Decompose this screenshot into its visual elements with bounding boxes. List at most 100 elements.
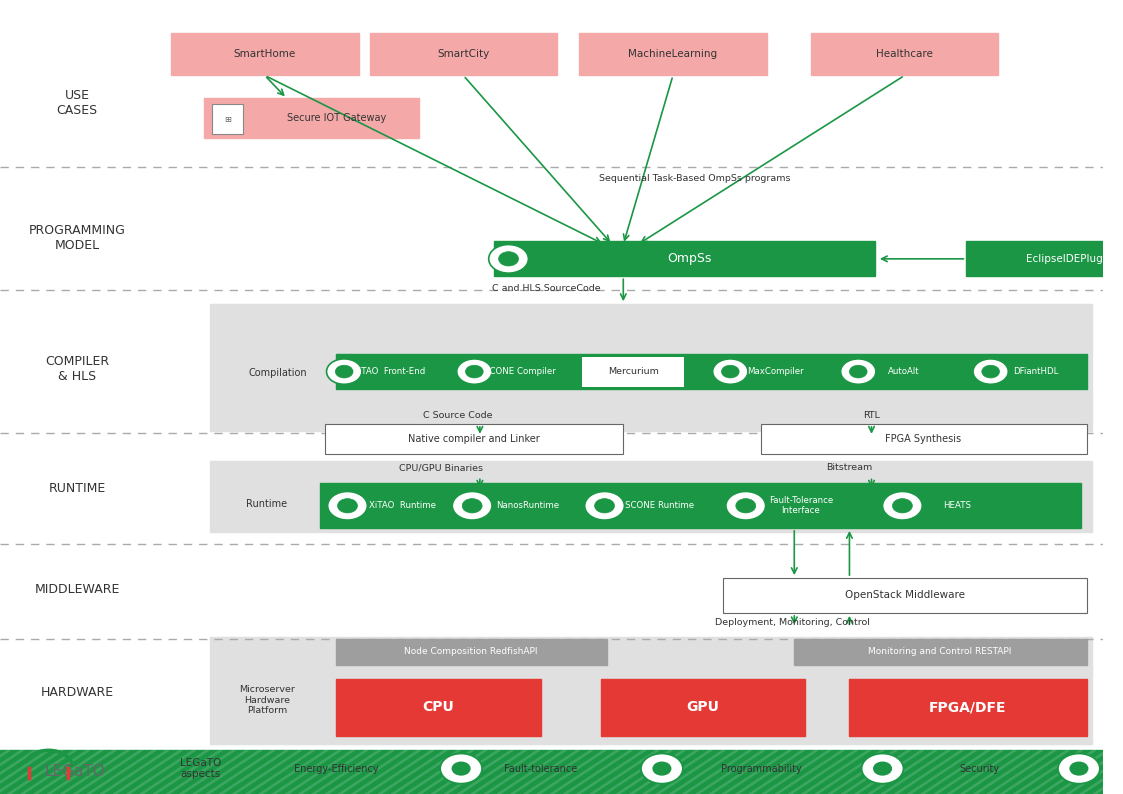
Text: FPGA/DFE: FPGA/DFE <box>929 700 1006 715</box>
Text: COMPILER
& HLS: COMPILER & HLS <box>45 355 109 384</box>
Bar <box>326 424 623 454</box>
Bar <box>849 679 1087 736</box>
Text: USE
CASES: USE CASES <box>56 89 98 118</box>
Text: SCONE Compiler: SCONE Compiler <box>484 367 556 376</box>
Bar <box>761 424 1087 454</box>
Bar <box>204 98 419 138</box>
Circle shape <box>440 754 482 784</box>
Circle shape <box>713 359 748 384</box>
Bar <box>171 33 358 75</box>
Circle shape <box>654 762 670 775</box>
Text: PROGRAMMING
MODEL: PROGRAMMING MODEL <box>29 224 126 252</box>
Bar <box>337 679 540 736</box>
Circle shape <box>594 499 614 513</box>
Text: AutoAlt: AutoAlt <box>887 367 920 376</box>
Bar <box>601 679 805 736</box>
Text: Energy-Efficiency: Energy-Efficiency <box>294 764 378 773</box>
Bar <box>337 639 606 665</box>
Text: OpenStack Middleware: OpenStack Middleware <box>844 591 965 600</box>
Bar <box>320 483 1081 528</box>
Circle shape <box>725 491 766 520</box>
Circle shape <box>499 252 519 266</box>
Circle shape <box>1058 754 1099 784</box>
Circle shape <box>336 365 353 378</box>
Circle shape <box>874 762 892 775</box>
Text: HARDWARE: HARDWARE <box>40 686 113 699</box>
Bar <box>210 304 1093 431</box>
Bar <box>369 33 557 75</box>
Text: Fault-tolerance: Fault-tolerance <box>504 764 577 773</box>
Bar <box>811 33 998 75</box>
Circle shape <box>721 365 739 378</box>
Circle shape <box>453 491 492 520</box>
Bar <box>210 461 1093 532</box>
Circle shape <box>982 365 999 378</box>
Text: NanosRuntime: NanosRuntime <box>495 501 559 511</box>
Circle shape <box>457 359 492 384</box>
Text: Fault-Tolerance
Interface: Fault-Tolerance Interface <box>769 496 833 515</box>
Circle shape <box>463 499 482 513</box>
Bar <box>722 578 1087 613</box>
Bar <box>337 354 1087 389</box>
Text: Node Composition RedfishAPI: Node Composition RedfishAPI <box>404 647 538 657</box>
Text: Monitoring and Control RESTAPI: Monitoring and Control RESTAPI <box>868 647 1012 657</box>
Text: MachineLearning: MachineLearning <box>629 49 718 60</box>
Bar <box>579 33 767 75</box>
Text: SmartHome: SmartHome <box>234 49 295 60</box>
Text: ⊞: ⊞ <box>223 114 230 124</box>
Text: MIDDLEWARE: MIDDLEWARE <box>35 583 120 596</box>
Text: SmartCity: SmartCity <box>437 49 490 60</box>
Text: DFiantHDL: DFiantHDL <box>1013 367 1059 376</box>
Circle shape <box>883 491 922 520</box>
Text: Deployment, Monitoring, Control: Deployment, Monitoring, Control <box>714 618 869 627</box>
Text: Microserver
Hardware
Platform: Microserver Hardware Platform <box>239 685 295 715</box>
Circle shape <box>841 359 876 384</box>
Text: CPU: CPU <box>422 700 454 715</box>
Text: Bitstream: Bitstream <box>827 463 873 472</box>
Text: XiTAO  Runtime: XiTAO Runtime <box>369 501 436 511</box>
Bar <box>583 357 684 387</box>
Text: SCONE Runtime: SCONE Runtime <box>626 501 694 511</box>
Text: Native compiler and Linker: Native compiler and Linker <box>409 434 540 444</box>
Text: Programmability: Programmability <box>721 764 802 773</box>
Bar <box>212 104 243 134</box>
Text: LEGaTO: LEGaTO <box>45 765 106 779</box>
Circle shape <box>328 491 367 520</box>
Text: Secure IOT Gateway: Secure IOT Gateway <box>286 114 386 123</box>
Text: Compilation: Compilation <box>248 368 308 378</box>
Circle shape <box>861 754 904 784</box>
Circle shape <box>489 245 529 273</box>
Bar <box>967 241 1123 276</box>
Text: C Source Code: C Source Code <box>423 410 493 420</box>
Text: Healthcare: Healthcare <box>876 49 933 60</box>
Text: XiTAO  Front-End: XiTAO Front-End <box>354 367 426 376</box>
Text: CPU/GPU Binaries: CPU/GPU Binaries <box>400 463 483 472</box>
Text: Mercurium: Mercurium <box>608 367 659 376</box>
Bar <box>794 639 1087 665</box>
Bar <box>210 637 1093 744</box>
Text: Security: Security <box>959 764 999 773</box>
Text: LEGaTO
aspects: LEGaTO aspects <box>180 757 221 780</box>
Text: HEATS: HEATS <box>943 501 971 511</box>
Circle shape <box>1070 762 1088 775</box>
Text: MaxCompiler: MaxCompiler <box>747 367 804 376</box>
Text: GPU: GPU <box>686 700 719 715</box>
Circle shape <box>641 754 683 784</box>
Circle shape <box>466 365 483 378</box>
Text: RTL: RTL <box>864 410 880 420</box>
Circle shape <box>453 762 469 775</box>
Text: Sequential Task-Based OmpSs programs: Sequential Task-Based OmpSs programs <box>600 174 791 183</box>
Circle shape <box>338 499 357 513</box>
Text: EclipseIDEPlug-In: EclipseIDEPlug-In <box>1026 254 1116 264</box>
Circle shape <box>893 499 912 513</box>
Bar <box>0 750 1103 794</box>
Circle shape <box>327 359 362 384</box>
Circle shape <box>849 365 867 378</box>
Bar <box>494 241 875 276</box>
Circle shape <box>736 499 756 513</box>
Circle shape <box>973 359 1008 384</box>
Text: RUNTIME: RUNTIME <box>48 482 106 495</box>
Circle shape <box>585 491 624 520</box>
Text: FPGA Synthesis: FPGA Synthesis <box>885 434 961 444</box>
Text: OmpSs: OmpSs <box>667 252 712 265</box>
